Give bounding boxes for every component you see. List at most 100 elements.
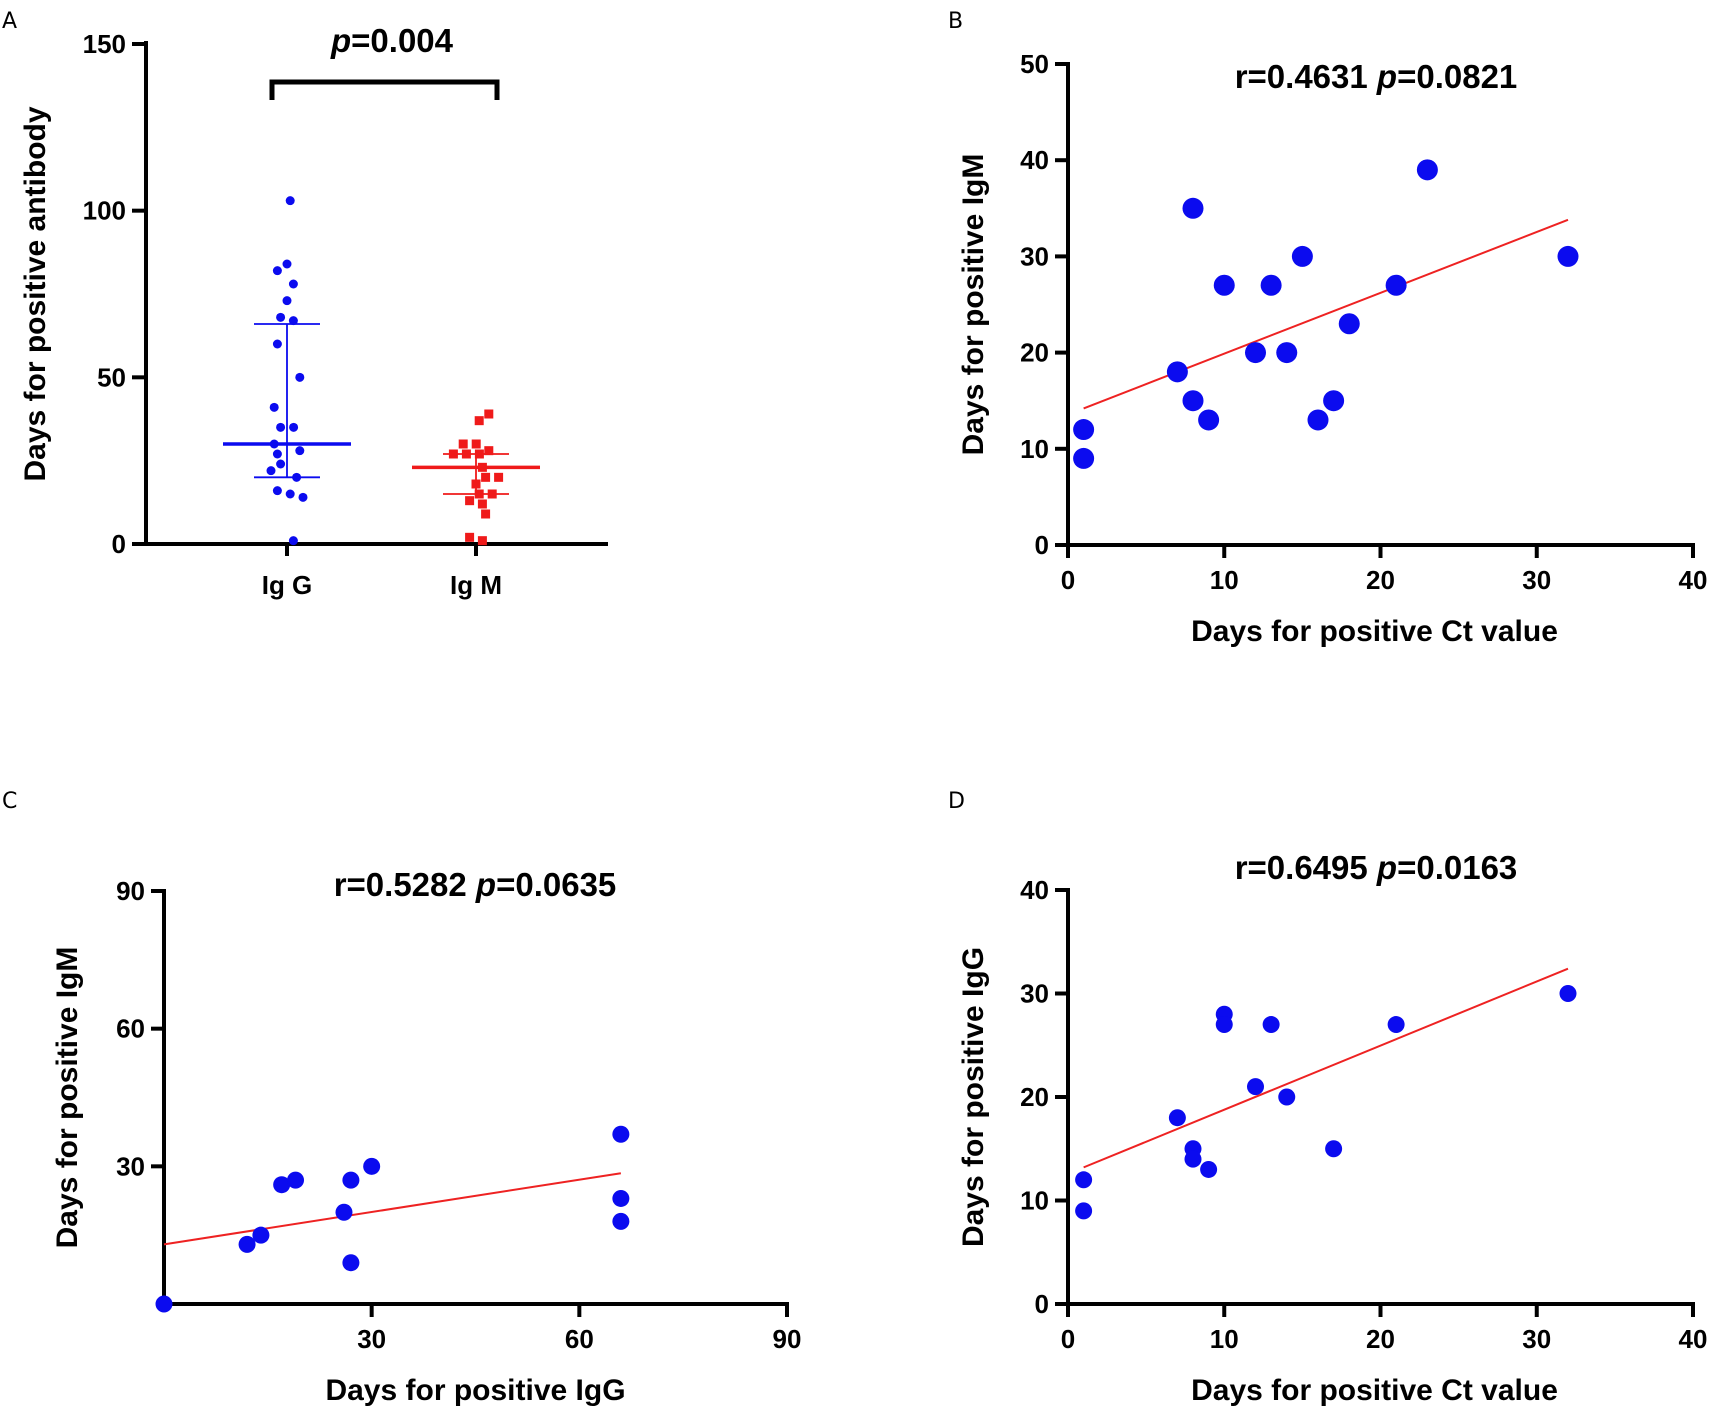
x-tick-label: 0: [1061, 565, 1075, 595]
igm-data-point: [477, 536, 487, 546]
data-point: [363, 1157, 381, 1175]
data-point: [342, 1254, 360, 1272]
stats-title-r: r=0.4631: [1235, 58, 1377, 95]
igg-data-point: [288, 279, 298, 289]
igg-data-point: [276, 312, 286, 322]
x-tick-label: 10: [1210, 1324, 1239, 1354]
stats-title-r: r=0.5282: [334, 866, 476, 903]
x-tick-label: 20: [1366, 565, 1395, 595]
y-axis-title: Days for positive IgM: [957, 154, 990, 456]
x-tick-label: 40: [1679, 1324, 1708, 1354]
x-tick-label: 20: [1366, 1324, 1395, 1354]
igm-data-point: [465, 532, 475, 542]
stats-title-p-symbol: p: [1376, 849, 1397, 886]
significance-label: p=0.004: [330, 22, 454, 59]
stats-title-p-value: =0.0163: [1397, 849, 1517, 886]
igm-data-point: [465, 496, 475, 506]
significance-bracket: [269, 79, 500, 100]
data-point: [612, 1189, 630, 1207]
y-tick-label: 50: [1020, 49, 1049, 79]
panel-d-label: D: [948, 789, 965, 814]
data-point: [287, 1171, 305, 1189]
data-point: [273, 1176, 291, 1194]
data-point: [1073, 419, 1095, 441]
panel-c-label: C: [2, 789, 17, 814]
data-point: [252, 1226, 270, 1244]
data-point: [1182, 197, 1204, 219]
igg-data-point: [276, 459, 286, 469]
data-point: [1323, 390, 1345, 412]
y-tick-label: 0: [1035, 1289, 1049, 1319]
x-category-label: Ig G: [262, 570, 313, 600]
data-point: [1075, 1202, 1093, 1220]
x-axis-title: Days for positive Ct value: [1191, 615, 1558, 648]
y-tick-label: 150: [83, 29, 126, 59]
x-category-label: Ig M: [450, 570, 502, 600]
igg-data-point: [282, 259, 292, 269]
data-point: [1166, 361, 1188, 383]
x-axis-title: Days for positive IgG: [325, 1374, 625, 1407]
stats-title-p-value: =0.0635: [496, 866, 616, 903]
data-point: [1307, 409, 1329, 431]
data-point: [1245, 342, 1266, 364]
y-tick-label: 10: [1020, 434, 1049, 464]
y-tick-label: 100: [83, 196, 126, 226]
panel-d: D 0 10 20 30 40 0 10 20 30 40 Days for positive IgG…: [948, 789, 1707, 1407]
data-point: [1213, 274, 1235, 296]
y-tick-label: 0: [1035, 530, 1049, 560]
igg-data-point: [272, 486, 282, 496]
significance-p-value: =0.004: [351, 22, 453, 59]
x-tick-label: 40: [1679, 565, 1708, 595]
data-point: [1247, 1078, 1264, 1096]
regression-line: [1083, 218, 1569, 410]
igg-data-point: [285, 489, 295, 499]
data-point: [1184, 1150, 1202, 1168]
data-point: [335, 1203, 353, 1221]
igm-data-point: [481, 472, 491, 482]
panel-a-label: A: [2, 9, 17, 34]
y-tick-label: 90: [116, 876, 145, 906]
y-tick-label: 10: [1020, 1186, 1049, 1216]
y-tick-label: 40: [1020, 145, 1049, 175]
igg-data-point: [285, 196, 295, 206]
panel-a: A 0 50 100 150 Ig G Ig M Days for positive anti…: [2, 9, 608, 600]
stats-title: r=0.5282 p=0.0635: [334, 866, 617, 903]
data-point: [1198, 409, 1220, 431]
igg-data-point: [269, 402, 279, 412]
igg-data-point: [266, 466, 276, 476]
data-point: [1276, 342, 1298, 364]
data-point: [1260, 274, 1282, 296]
igg-data-point: [272, 339, 282, 349]
igg-data-point: [295, 446, 305, 456]
igg-data-point: [288, 536, 298, 546]
stats-title-r: r=0.6495: [1235, 849, 1377, 886]
data-point: [155, 1295, 173, 1313]
data-point: [1200, 1160, 1218, 1178]
data-point: [1416, 159, 1438, 181]
y-tick-label: 40: [1020, 875, 1049, 905]
data-point: [612, 1125, 630, 1143]
igg-data-point: [282, 296, 292, 306]
data-point: [1338, 313, 1360, 335]
igg-data-point: [276, 422, 286, 432]
data-point: [1215, 1016, 1233, 1034]
data-point: [342, 1171, 360, 1189]
regression-line: [1083, 967, 1569, 1169]
y-tick-label: 60: [116, 1014, 145, 1044]
data-point: [1073, 447, 1095, 469]
y-tick-label: 0: [112, 529, 126, 559]
y-tick-label: 20: [1020, 1082, 1049, 1112]
igm-data-point: [494, 472, 504, 482]
y-axis-title: Days for positive IgM: [51, 947, 84, 1249]
significance-p-symbol: p: [330, 22, 351, 59]
igm-data-point: [481, 509, 491, 519]
stats-title-p-symbol: p: [1376, 58, 1397, 95]
data-point: [1325, 1140, 1343, 1158]
y-axis-title: Days for positive IgG: [957, 947, 990, 1247]
y-tick-label: 30: [1020, 241, 1049, 271]
igg-data-point: [288, 316, 298, 326]
panel-c: C 30 60 90 30 60 90 Days for positive IgM Days f…: [2, 789, 801, 1407]
stats-title-p-symbol: p: [475, 866, 496, 903]
igm-data-point: [484, 446, 494, 456]
data-point: [1385, 274, 1407, 296]
